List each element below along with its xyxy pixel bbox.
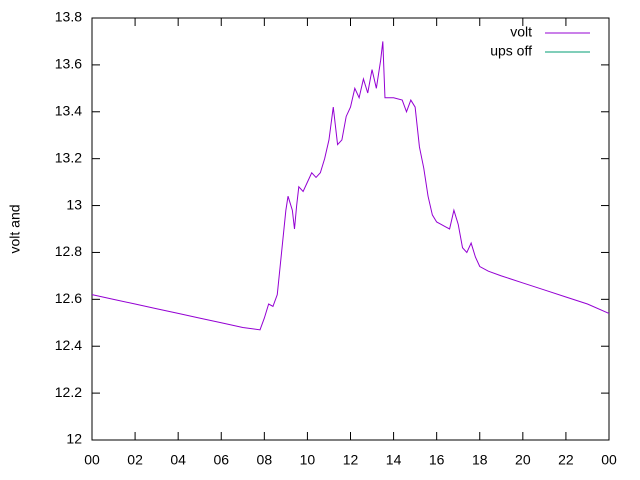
x-tick-label: 00 <box>84 452 100 468</box>
y-tick-label: 13.8 <box>55 9 82 25</box>
y-tick-label: 12 <box>66 431 82 447</box>
y-tick-label: 12.8 <box>55 243 82 259</box>
y-axis-label: volt and <box>7 204 23 253</box>
plot-frame <box>91 17 610 441</box>
y-tick-label: 12.2 <box>55 384 82 400</box>
x-tick-label: 02 <box>127 452 143 468</box>
x-tick-label: 04 <box>170 452 186 468</box>
x-tick-label: 14 <box>386 452 402 468</box>
legend-label: ups off <box>490 43 532 59</box>
data-line <box>91 41 610 331</box>
y-tick-label: 13.6 <box>55 56 82 72</box>
x-tick-label: 18 <box>472 452 488 468</box>
y-tick-label: 13.2 <box>55 149 82 165</box>
y-tick-label: 13 <box>66 196 82 212</box>
x-tick-label: 10 <box>300 452 316 468</box>
y-tick-label: 12.6 <box>55 290 82 306</box>
x-tick-label: 12 <box>343 452 359 468</box>
legend-label: volt <box>510 24 532 40</box>
x-tick-label: 08 <box>257 452 273 468</box>
x-tick-label: 16 <box>429 452 445 468</box>
x-tick-label: 06 <box>213 452 229 468</box>
x-tick-label: 00 <box>601 452 617 468</box>
y-tick-label: 12.4 <box>55 337 82 353</box>
y-tick-label: 13.4 <box>55 102 82 118</box>
x-tick-label: 20 <box>515 452 531 468</box>
x-tick-label: 22 <box>558 452 574 468</box>
